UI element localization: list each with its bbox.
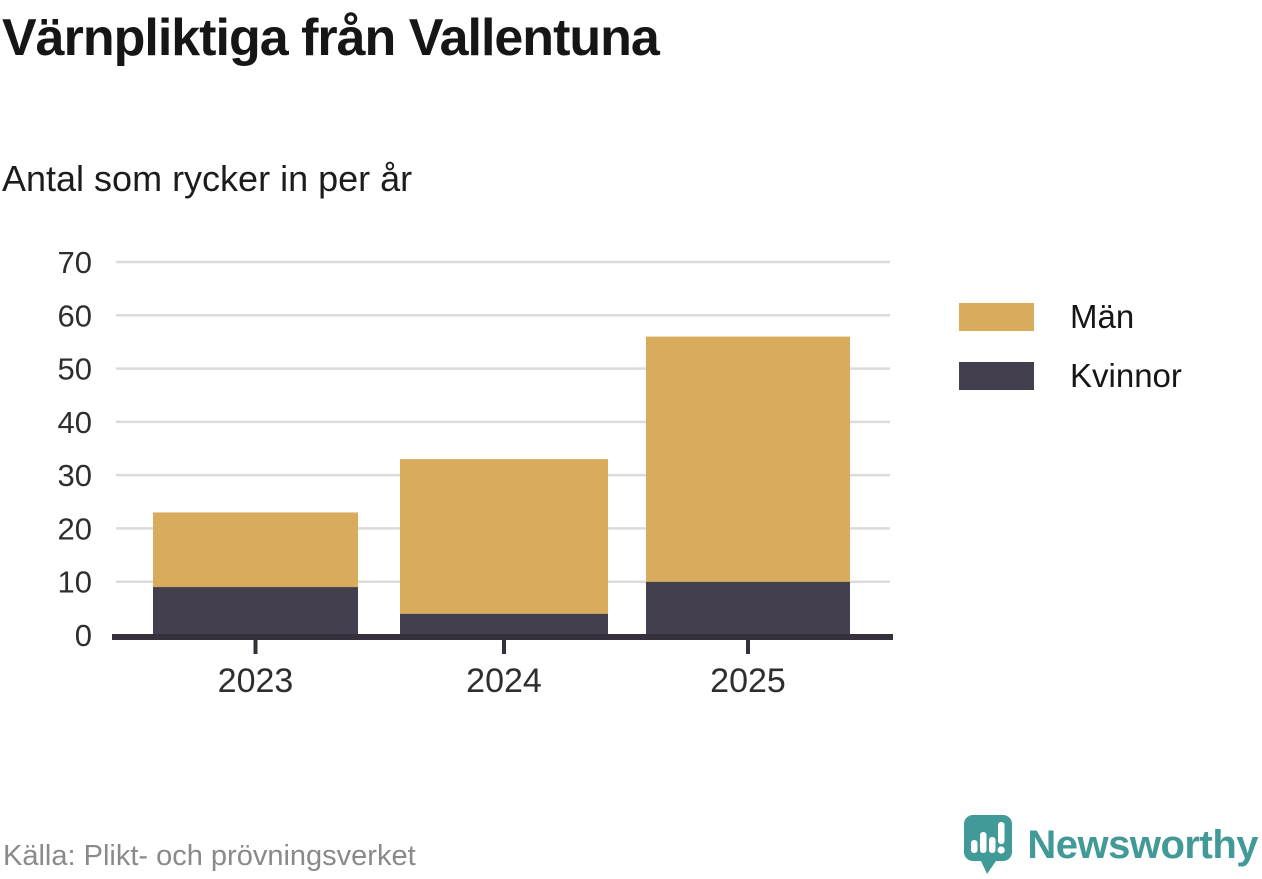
newsworthy-brand: Newsworthy xyxy=(963,814,1258,876)
bar-segment-2025-män xyxy=(646,336,850,582)
bar-segment-2025-kvinnor xyxy=(646,581,850,635)
legend-label-men: Män xyxy=(1070,298,1135,335)
chart-legend: Män Kvinnor xyxy=(959,300,1182,418)
newsworthy-brand-name: Newsworthy xyxy=(1027,823,1258,867)
x-tick-label-2023: 2023 xyxy=(218,662,294,700)
y-tick-label-50: 50 xyxy=(58,352,92,387)
newsworthy-logo-icon xyxy=(964,815,1013,874)
x-tick-label-2025: 2025 xyxy=(710,662,786,700)
stacked-bar-chart: 0 10 20 30 40 50 60 70 2023 2024 2025 xyxy=(58,245,893,700)
bar-segment-2023-kvinnor xyxy=(153,587,358,635)
source-attribution: Källa: Plikt- och prövningsverket xyxy=(3,840,416,872)
legend-swatch-men xyxy=(959,302,1034,331)
bar-segment-2023-män xyxy=(153,512,358,588)
y-tick-label-10: 10 xyxy=(58,565,92,600)
bar-segment-2024-kvinnor xyxy=(400,613,608,635)
y-tick-label-40: 40 xyxy=(58,405,92,440)
y-tick-label-30: 30 xyxy=(58,458,92,493)
legend-label-women: Kvinnor xyxy=(1070,357,1182,394)
y-tick-label-0: 0 xyxy=(75,618,92,653)
legend-item-men: Män xyxy=(959,300,1182,333)
chart-title: Värnpliktiga från Vallentuna xyxy=(2,9,660,67)
chart-subtitle: Antal som rycker in per år xyxy=(2,158,413,199)
y-tick-label-20: 20 xyxy=(58,511,92,546)
legend-swatch-women xyxy=(959,361,1034,390)
x-tick-label-2024: 2024 xyxy=(466,662,542,700)
legend-item-women: Kvinnor xyxy=(959,359,1182,392)
y-tick-label-60: 60 xyxy=(58,298,92,333)
bar-segment-2024-män xyxy=(400,459,608,614)
y-tick-label-70: 70 xyxy=(58,245,92,280)
